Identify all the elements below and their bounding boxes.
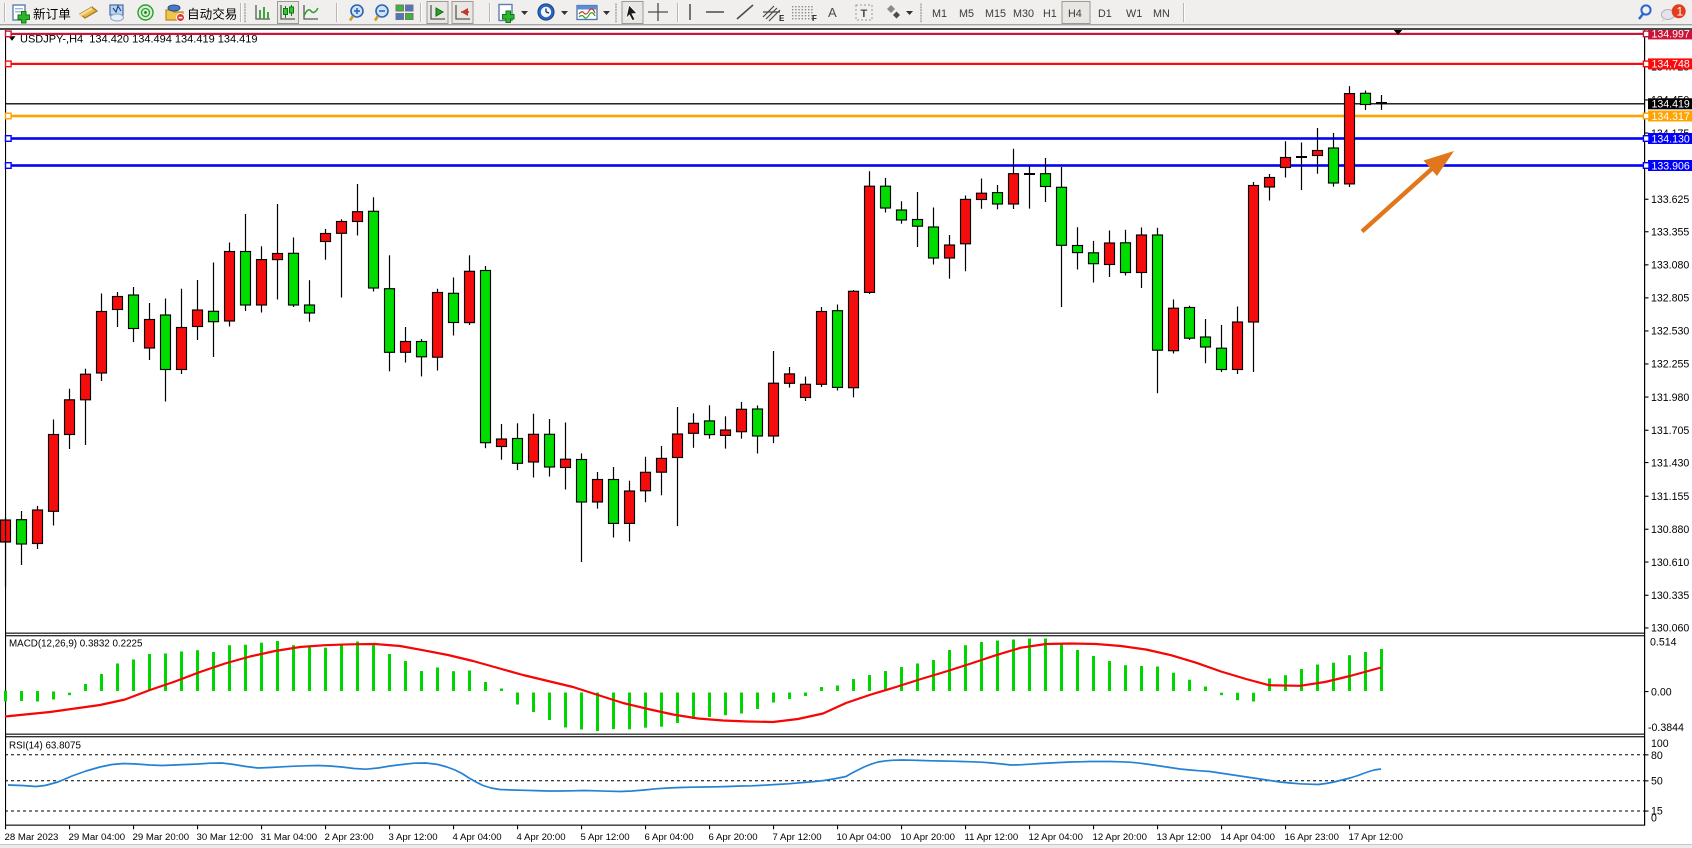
svg-text:4 Apr 20:00: 4 Apr 20:00 [517,832,566,843]
svg-text:RSI(14) 63.8075: RSI(14) 63.8075 [9,741,81,752]
svg-text:134.419: 134.419 [1652,99,1690,111]
svg-text:10 Apr 04:00: 10 Apr 04:00 [837,832,891,843]
svg-text:4 Apr 04:00: 4 Apr 04:00 [453,832,502,843]
svg-text:3 Apr 12:00: 3 Apr 12:00 [389,832,438,843]
svg-text:131.430: 131.430 [1651,457,1689,469]
svg-text:6 Apr 04:00: 6 Apr 04:00 [645,832,694,843]
svg-text:133.625: 133.625 [1651,194,1689,206]
svg-text:M15: M15 [985,8,1006,20]
svg-text:130.610: 130.610 [1651,557,1689,569]
svg-text:131.980: 131.980 [1651,392,1689,404]
svg-text:H4: H4 [1068,8,1082,20]
svg-text:28 Mar 2023: 28 Mar 2023 [5,832,59,843]
svg-text:0: 0 [1651,812,1657,824]
svg-text:134.997: 134.997 [1652,29,1690,41]
svg-text:133.355: 133.355 [1651,227,1689,239]
svg-text:自动交易: 自动交易 [187,7,237,22]
svg-text:31 Mar 04:00: 31 Mar 04:00 [261,832,318,843]
svg-text:134.130: 134.130 [1652,133,1690,145]
svg-text:134.317: 134.317 [1652,111,1690,123]
svg-text:5 Apr 12:00: 5 Apr 12:00 [581,832,630,843]
svg-text:D1: D1 [1098,8,1112,20]
svg-text:15: 15 [1651,806,1663,818]
svg-text:M30: M30 [1013,8,1034,20]
svg-text:29 Mar 20:00: 29 Mar 20:00 [133,832,190,843]
svg-text:130.335: 130.335 [1651,590,1689,602]
svg-text:0.00: 0.00 [1651,686,1672,698]
svg-text:132.530: 132.530 [1651,326,1689,338]
svg-text:134.748: 134.748 [1652,59,1690,71]
svg-text:133.080: 133.080 [1651,260,1689,272]
svg-text:M5: M5 [959,8,974,20]
svg-text:130.060: 130.060 [1651,623,1689,635]
svg-text:133.906: 133.906 [1652,160,1690,172]
svg-text:11 Apr 12:00: 11 Apr 12:00 [965,832,1019,843]
svg-text:-0.3844: -0.3844 [1648,722,1684,734]
svg-text:13 Apr 12:00: 13 Apr 12:00 [1157,832,1211,843]
svg-text:12 Apr 04:00: 12 Apr 04:00 [1029,832,1083,843]
svg-text:50: 50 [1651,776,1663,788]
svg-text:29 Mar 04:00: 29 Mar 04:00 [69,832,126,843]
svg-text:132.255: 132.255 [1651,359,1689,371]
svg-text:E: E [779,14,785,23]
svg-text:0.514: 0.514 [1650,636,1677,648]
svg-text:130.880: 130.880 [1651,524,1689,536]
svg-text:7 Apr 12:00: 7 Apr 12:00 [773,832,822,843]
svg-text:2 Apr 23:00: 2 Apr 23:00 [325,832,374,843]
svg-text:M1: M1 [932,8,947,20]
svg-text:T: T [861,8,868,20]
svg-text:W1: W1 [1126,8,1142,20]
svg-text:MACD(12,26,9) 0.3832 0.2225: MACD(12,26,9) 0.3832 0.2225 [9,639,143,650]
svg-text:F: F [812,14,817,23]
svg-text:80: 80 [1651,750,1663,762]
svg-text:10 Apr 20:00: 10 Apr 20:00 [901,832,955,843]
svg-text:新订单: 新订单 [33,7,71,22]
svg-text:12 Apr 20:00: 12 Apr 20:00 [1093,832,1147,843]
svg-text:131.705: 131.705 [1651,425,1689,437]
svg-text:H1: H1 [1043,8,1057,20]
svg-text:16 Apr 23:00: 16 Apr 23:00 [1285,832,1339,843]
svg-text:17 Apr 12:00: 17 Apr 12:00 [1349,832,1403,843]
svg-text:MN: MN [1153,8,1170,20]
svg-text:USDJPY-,H4 134.420 134.494 13: USDJPY-,H4 134.420 134.494 134.419 134.4… [20,34,258,46]
svg-text:30 Mar 12:00: 30 Mar 12:00 [197,832,254,843]
svg-text:132.805: 132.805 [1651,293,1689,305]
svg-text:A: A [828,5,837,20]
svg-text:100: 100 [1651,738,1669,750]
svg-text:14 Apr 04:00: 14 Apr 04:00 [1221,832,1275,843]
svg-text:131.155: 131.155 [1651,491,1689,503]
svg-text:1: 1 [1677,5,1684,19]
svg-text:6 Apr 20:00: 6 Apr 20:00 [709,832,758,843]
